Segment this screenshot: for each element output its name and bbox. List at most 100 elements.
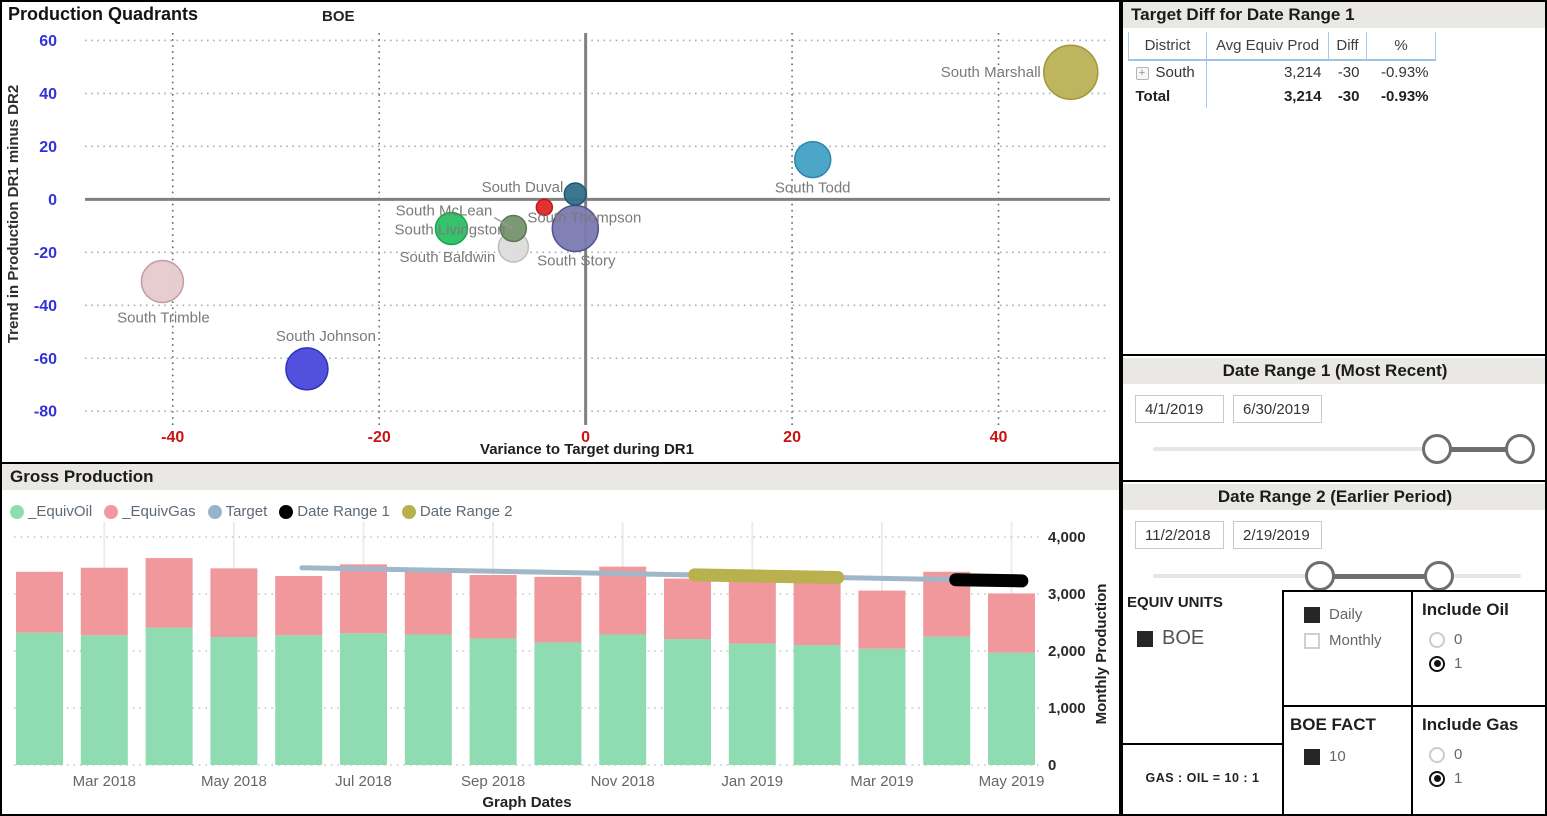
include-oil-option-1[interactable]: 1	[1429, 655, 1545, 672]
date-range-1-end-input[interactable]	[1233, 395, 1322, 423]
slider-handle-end[interactable]	[1505, 434, 1536, 464]
legend-dot-equivoil	[10, 504, 24, 519]
bar-segment-oil[interactable]	[664, 639, 711, 765]
overlay-line-target[interactable]	[299, 565, 1025, 584]
table-total-row: Total 3,214 -30 -0.93%	[1128, 84, 1436, 108]
radio-gas-1[interactable]	[1429, 770, 1445, 787]
scatter-bubble[interactable]	[793, 140, 832, 179]
date-range-1-start-input[interactable]	[1135, 395, 1224, 423]
bar-segment-oil[interactable]	[793, 645, 841, 765]
scatter-bubble[interactable]	[1043, 44, 1099, 100]
date-range-2-end-input[interactable]	[1233, 521, 1322, 549]
bar-segment-oil[interactable]	[145, 627, 193, 765]
include-oil-option-0[interactable]: 0	[1429, 631, 1545, 648]
bar-segment-oil[interactable]	[858, 648, 906, 765]
bar-segment-oil[interactable]	[275, 635, 323, 765]
avg-cell: 3,214	[1283, 87, 1322, 105]
bar-segment-gas[interactable]	[858, 590, 906, 649]
period-option-daily[interactable]: Daily	[1304, 606, 1411, 623]
legend-item[interactable]: Target	[207, 503, 267, 520]
expand-icon[interactable]: +	[1135, 66, 1149, 80]
bar-segment-oil[interactable]	[923, 636, 971, 765]
bar-segment-gas[interactable]	[664, 578, 711, 640]
controls-panel: EQUIV UNITS BOE GAS : OIL = 10 : 1 Daily…	[1123, 590, 1545, 814]
bar-segment-gas[interactable]	[988, 593, 1035, 653]
bubble-label: South Story	[537, 252, 616, 269]
date-range-2-start-input[interactable]	[1135, 521, 1224, 549]
col-header-pct[interactable]: %	[1366, 32, 1436, 61]
bar-segment-gas[interactable]	[340, 564, 387, 634]
scatter-bubble[interactable]	[563, 182, 588, 206]
bar-segment-gas[interactable]	[16, 571, 63, 633]
checkbox-monthly[interactable]	[1304, 632, 1320, 649]
bar-segment-oil[interactable]	[988, 652, 1035, 765]
y-tick-label: 40	[39, 86, 57, 103]
bar-segment-oil[interactable]	[80, 635, 128, 765]
boe-fact-option-10[interactable]: 10	[1304, 748, 1411, 765]
date-range-2-panel: Date Range 2 (Earlier Period)	[1123, 484, 1545, 591]
legend-item[interactable]: Date Range 2	[401, 503, 512, 520]
scatter-bubble[interactable]	[140, 259, 185, 304]
bar-segment-gas[interactable]	[793, 580, 841, 646]
bar-segment-oil[interactable]	[728, 643, 776, 765]
date-range-1-panel: Date Range 1 (Most Recent)	[1123, 358, 1545, 482]
radio-gas-0[interactable]	[1429, 746, 1445, 763]
slider-handle-start[interactable]	[1305, 561, 1336, 591]
y-tick-label: -40	[34, 298, 57, 315]
scatter-bubble[interactable]	[434, 211, 469, 246]
period-option-monthly[interactable]: Monthly	[1304, 632, 1411, 649]
y-tick-label: 60	[39, 33, 57, 50]
legend-item[interactable]: Date Range 1	[279, 503, 390, 520]
bar-segment-gas[interactable]	[145, 558, 193, 628]
bar-segment-gas[interactable]	[599, 566, 647, 635]
bar-segment-gas[interactable]	[469, 575, 517, 639]
bar-segment-oil[interactable]	[340, 633, 387, 765]
bar-segment-gas[interactable]	[275, 576, 323, 636]
scatter-bubble[interactable]	[285, 347, 329, 391]
scatter-bubble[interactable]	[499, 214, 528, 243]
slider-track[interactable]	[1153, 447, 1521, 451]
radio-oil-1[interactable]	[1429, 655, 1445, 672]
y-tick-label: 0	[1048, 757, 1056, 774]
y-tick-label: 20	[39, 139, 57, 156]
checkbox-boe[interactable]	[1137, 630, 1153, 647]
overlay-line-date-range-1[interactable]	[949, 573, 1029, 588]
bar-segment-oil[interactable]	[16, 632, 63, 765]
bar-segment-oil[interactable]	[404, 634, 452, 765]
bar-segment-gas[interactable]	[210, 568, 258, 638]
slider-handle-start[interactable]	[1422, 434, 1453, 464]
col-header-avg-equiv-prod[interactable]: Avg Equiv Prod	[1206, 32, 1329, 61]
checkbox-10[interactable]	[1304, 748, 1320, 765]
include-gas-option-1[interactable]: 1	[1429, 770, 1545, 787]
bar-segment-oil[interactable]	[534, 642, 582, 765]
bar-segment-gas[interactable]	[534, 576, 582, 643]
col-header-diff[interactable]: Diff	[1328, 32, 1367, 61]
bar-segment-gas[interactable]	[728, 580, 776, 644]
legend-item[interactable]: _EquivGas	[104, 503, 196, 520]
col-header-district[interactable]: District	[1128, 32, 1207, 61]
boe-fact-cell: BOE FACT 10	[1282, 705, 1411, 814]
boe-fact-title: BOE FACT	[1290, 715, 1376, 734]
bar-segment-oil[interactable]	[210, 637, 258, 765]
bar-segment-gas[interactable]	[404, 570, 452, 635]
table-row[interactable]: + South 3,214 -30 -0.93%	[1128, 60, 1436, 84]
legend-dot-daterange2	[401, 504, 416, 519]
bubble-label: South Todd	[775, 180, 851, 197]
radio-oil-0[interactable]	[1429, 631, 1445, 648]
slider-active-segment[interactable]	[1437, 446, 1521, 452]
legend-item[interactable]: _EquivOil	[10, 503, 92, 520]
slider-handle-end[interactable]	[1423, 561, 1454, 591]
bar-segment-oil[interactable]	[469, 638, 517, 765]
bubble-label: South Thompson	[527, 209, 641, 226]
x-tick-label: Mar 2018	[73, 773, 136, 790]
slider-active-segment[interactable]	[1320, 573, 1439, 579]
scatter-bubble[interactable]	[535, 198, 554, 217]
bar-segment-gas[interactable]	[80, 567, 128, 636]
checkbox-daily[interactable]	[1304, 606, 1320, 623]
overlay-line-date-range-2[interactable]	[688, 568, 845, 584]
scatter-units-label: BOE	[322, 8, 355, 25]
equiv-units-option-boe[interactable]: BOE	[1137, 627, 1282, 650]
bar-segment-oil[interactable]	[599, 634, 647, 765]
include-gas-option-0[interactable]: 0	[1429, 746, 1545, 763]
bubble-label: South McLean	[396, 202, 493, 219]
